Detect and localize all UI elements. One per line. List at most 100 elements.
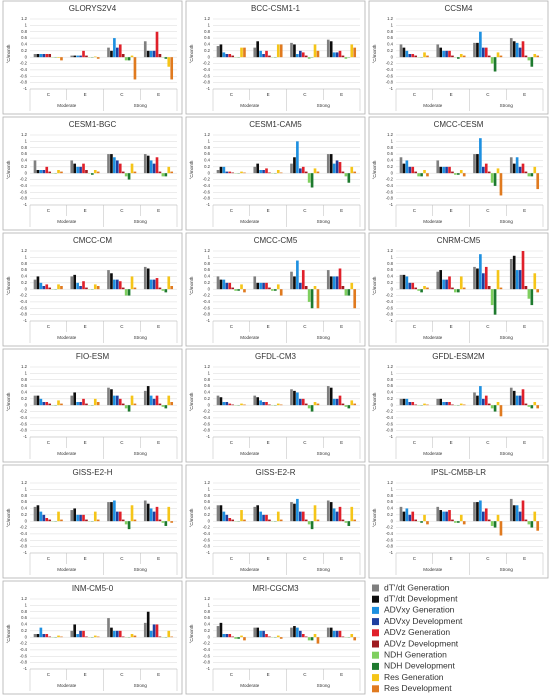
bar	[133, 287, 137, 290]
y-axis-label: °C/month	[189, 44, 194, 63]
bar	[36, 54, 40, 58]
bar	[524, 286, 528, 290]
bar	[155, 157, 159, 174]
bar	[155, 278, 159, 290]
bar	[350, 634, 354, 638]
bar	[310, 289, 314, 309]
y-tick-label: 0.8	[21, 493, 27, 498]
bar	[161, 405, 165, 407]
bar	[85, 403, 88, 406]
bar	[96, 171, 100, 174]
bar	[536, 289, 540, 293]
bar	[155, 506, 159, 522]
y-tick-label: 0.2	[387, 164, 393, 169]
bar	[439, 270, 443, 290]
y-tick-label: -1	[389, 434, 393, 439]
bar	[313, 168, 317, 174]
y-tick-label: 1.2	[21, 596, 27, 601]
bar	[237, 637, 240, 639]
y-tick-label: 0.4	[387, 274, 393, 279]
bar	[290, 627, 293, 638]
bar	[402, 274, 406, 290]
y-tick-label: 0.4	[21, 390, 27, 395]
y-tick-label: -0.2	[203, 61, 211, 66]
bar	[496, 270, 500, 290]
bar	[113, 38, 116, 58]
bar	[493, 289, 497, 315]
y-tick-label: 1.2	[387, 364, 393, 369]
bar	[262, 170, 265, 174]
y-axis-label: °C/month	[6, 392, 11, 411]
bar	[82, 514, 85, 522]
bar	[426, 287, 429, 290]
bar	[256, 282, 260, 290]
bar	[350, 44, 354, 58]
y-tick-label: 0.4	[21, 506, 27, 511]
bar	[133, 635, 137, 638]
group-label: Strong	[317, 451, 331, 456]
bar	[158, 54, 162, 58]
bar	[170, 521, 174, 523]
bar	[536, 405, 540, 409]
y-tick-label: -1	[389, 318, 393, 323]
bar	[234, 637, 237, 639]
bar	[473, 154, 476, 174]
bar	[110, 273, 113, 290]
bar	[170, 636, 174, 638]
bar	[338, 506, 342, 522]
bar	[313, 286, 317, 290]
y-tick-label: -0.6	[203, 189, 211, 194]
bar	[45, 402, 49, 406]
bar	[496, 514, 500, 522]
x-tick-label: C	[486, 440, 490, 445]
y-tick-label: -1	[206, 202, 210, 207]
bar	[73, 624, 77, 638]
bar	[408, 402, 412, 406]
y-tick-label: -0.6	[386, 189, 394, 194]
bar	[313, 402, 317, 406]
x-tick-label: C	[303, 440, 307, 445]
bar	[130, 276, 134, 290]
bar	[524, 171, 528, 174]
bar	[479, 386, 482, 406]
y-tick-label: -0.4	[386, 67, 394, 72]
bar	[76, 402, 79, 406]
y-tick-label: -0.6	[386, 537, 394, 542]
legend-swatch	[372, 662, 379, 670]
bar	[533, 402, 537, 406]
y-tick-label: 1	[391, 138, 394, 143]
group-label: Strong	[134, 451, 148, 456]
bar	[518, 395, 522, 406]
x-tick-label: C	[230, 92, 234, 97]
bar	[96, 519, 100, 522]
y-tick-label: 0.6	[204, 383, 210, 388]
bar	[530, 405, 534, 409]
y-tick-label: 1.2	[204, 596, 210, 601]
panel-frame	[2, 580, 183, 695]
bar	[256, 397, 260, 406]
bar	[448, 276, 451, 290]
bar	[347, 405, 351, 409]
bar	[259, 630, 262, 638]
bar	[293, 626, 296, 638]
x-tick-label: E	[84, 324, 87, 329]
y-tick-label: 0.4	[387, 158, 393, 163]
y-tick-label: 0.6	[21, 383, 27, 388]
bar	[481, 511, 485, 522]
bar	[130, 163, 134, 174]
bar	[216, 626, 220, 638]
bar	[93, 170, 97, 174]
group-label: Strong	[134, 683, 148, 688]
bar	[228, 518, 232, 522]
bar	[85, 519, 88, 522]
bar	[118, 398, 122, 406]
bar	[256, 505, 260, 522]
bar	[473, 266, 476, 290]
bar	[57, 57, 60, 58]
bar	[115, 47, 119, 58]
bar	[149, 160, 153, 174]
bar	[436, 44, 440, 58]
legend-label: dT'/dt Development	[384, 593, 458, 603]
bar	[487, 403, 491, 406]
bar	[222, 279, 226, 290]
